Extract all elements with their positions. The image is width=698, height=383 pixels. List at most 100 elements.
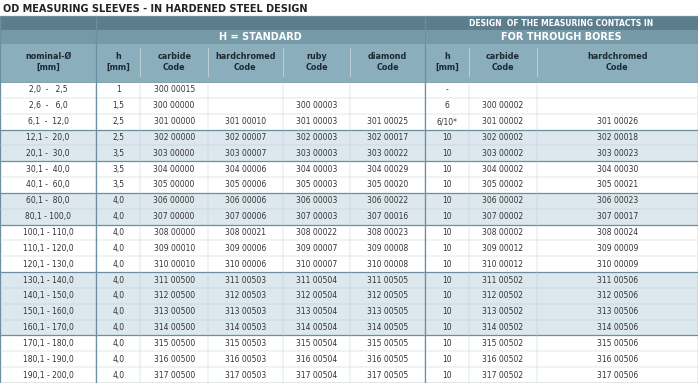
Text: 314 00506: 314 00506 bbox=[597, 323, 638, 332]
Text: 10: 10 bbox=[443, 180, 452, 190]
Text: diamond
Code: diamond Code bbox=[368, 52, 408, 72]
Text: 40,1 -  60,0: 40,1 - 60,0 bbox=[27, 180, 70, 190]
Text: 300 00002: 300 00002 bbox=[482, 101, 524, 110]
Text: 313 00503: 313 00503 bbox=[225, 307, 266, 316]
Text: 60,1 -  80,0: 60,1 - 80,0 bbox=[27, 196, 70, 205]
Text: 304 00006: 304 00006 bbox=[225, 165, 266, 173]
Text: 4,0: 4,0 bbox=[112, 275, 124, 285]
Text: 308 00002: 308 00002 bbox=[482, 228, 524, 237]
Text: -: - bbox=[446, 85, 448, 95]
Bar bbox=[0, 209, 698, 224]
Text: 304 00029: 304 00029 bbox=[367, 165, 408, 173]
Text: 311 00500: 311 00500 bbox=[154, 275, 195, 285]
Text: 1,5: 1,5 bbox=[112, 101, 124, 110]
Text: 308 00023: 308 00023 bbox=[367, 228, 408, 237]
Bar bbox=[0, 177, 698, 193]
Text: 10: 10 bbox=[443, 291, 452, 300]
Text: 80,1 - 100,0: 80,1 - 100,0 bbox=[25, 212, 71, 221]
Text: 10: 10 bbox=[443, 275, 452, 285]
Text: 301 00025: 301 00025 bbox=[367, 117, 408, 126]
Text: 315 00506: 315 00506 bbox=[597, 339, 638, 348]
Text: 306 00022: 306 00022 bbox=[367, 196, 408, 205]
Text: 316 00505: 316 00505 bbox=[367, 355, 408, 364]
Text: 305 00002: 305 00002 bbox=[482, 180, 524, 190]
Text: 311 00503: 311 00503 bbox=[225, 275, 266, 285]
Bar bbox=[0, 320, 698, 336]
Text: 311 00505: 311 00505 bbox=[367, 275, 408, 285]
Text: 303 00000: 303 00000 bbox=[154, 149, 195, 158]
Bar bbox=[0, 44, 698, 48]
Text: 301 00000: 301 00000 bbox=[154, 117, 195, 126]
Text: 316 00506: 316 00506 bbox=[597, 355, 638, 364]
Text: 306 00006: 306 00006 bbox=[225, 196, 266, 205]
Text: 310 00010: 310 00010 bbox=[154, 260, 195, 269]
Text: 10: 10 bbox=[443, 228, 452, 237]
Text: carbide
Code: carbide Code bbox=[486, 52, 520, 72]
Text: 308 00021: 308 00021 bbox=[225, 228, 266, 237]
Text: 301 00010: 301 00010 bbox=[225, 117, 266, 126]
Text: 307 00003: 307 00003 bbox=[296, 212, 337, 221]
Text: 316 00504: 316 00504 bbox=[296, 355, 337, 364]
Text: 4,0: 4,0 bbox=[112, 244, 124, 253]
Text: ruby
Code: ruby Code bbox=[305, 52, 328, 72]
Text: H = STANDARD: H = STANDARD bbox=[219, 32, 302, 42]
Text: hardchromed
Code: hardchromed Code bbox=[215, 52, 276, 72]
Text: nominal-Ø
[mm]: nominal-Ø [mm] bbox=[25, 52, 71, 72]
Text: 10: 10 bbox=[443, 149, 452, 158]
Text: 300 00003: 300 00003 bbox=[296, 101, 337, 110]
Text: 10: 10 bbox=[443, 260, 452, 269]
Text: 309 00006: 309 00006 bbox=[225, 244, 266, 253]
Text: 302 00007: 302 00007 bbox=[225, 133, 266, 142]
Text: 313 00505: 313 00505 bbox=[367, 307, 408, 316]
Text: 301 00002: 301 00002 bbox=[482, 117, 524, 126]
Text: 302 00002: 302 00002 bbox=[482, 133, 524, 142]
Bar bbox=[0, 241, 698, 256]
Text: 10: 10 bbox=[443, 371, 452, 380]
Text: 312 00502: 312 00502 bbox=[482, 291, 524, 300]
Text: 311 00504: 311 00504 bbox=[296, 275, 337, 285]
Text: 1: 1 bbox=[116, 85, 121, 95]
Text: hardchromed
Code: hardchromed Code bbox=[587, 52, 648, 72]
Text: 304 00002: 304 00002 bbox=[482, 165, 524, 173]
Text: 120,1 - 130,0: 120,1 - 130,0 bbox=[23, 260, 73, 269]
Text: 306 00002: 306 00002 bbox=[482, 196, 524, 205]
Text: 309 00010: 309 00010 bbox=[154, 244, 195, 253]
Text: 317 00503: 317 00503 bbox=[225, 371, 266, 380]
Text: 10: 10 bbox=[443, 212, 452, 221]
Text: 100,1 - 110,0: 100,1 - 110,0 bbox=[23, 228, 73, 237]
Text: 303 00022: 303 00022 bbox=[367, 149, 408, 158]
Text: 10: 10 bbox=[443, 355, 452, 364]
Bar bbox=[0, 272, 698, 288]
Text: 140,1 - 150,0: 140,1 - 150,0 bbox=[23, 291, 73, 300]
Bar bbox=[0, 336, 698, 351]
Text: 305 00003: 305 00003 bbox=[296, 180, 337, 190]
Text: 304 00003: 304 00003 bbox=[296, 165, 337, 173]
Text: 4,0: 4,0 bbox=[112, 339, 124, 348]
Text: 313 00506: 313 00506 bbox=[597, 307, 638, 316]
Text: 130,1 - 140,0: 130,1 - 140,0 bbox=[23, 275, 73, 285]
Text: 300 00000: 300 00000 bbox=[154, 101, 195, 110]
Text: 310 00008: 310 00008 bbox=[367, 260, 408, 269]
Text: 312 00505: 312 00505 bbox=[367, 291, 408, 300]
Bar bbox=[0, 224, 698, 241]
Text: h
[mm]: h [mm] bbox=[435, 52, 459, 72]
Text: 313 00500: 313 00500 bbox=[154, 307, 195, 316]
Text: 303 00007: 303 00007 bbox=[225, 149, 266, 158]
Bar bbox=[0, 48, 698, 76]
Text: 10: 10 bbox=[443, 133, 452, 142]
Text: 302 00018: 302 00018 bbox=[597, 133, 638, 142]
Text: 306 00000: 306 00000 bbox=[154, 196, 195, 205]
Text: 310 00006: 310 00006 bbox=[225, 260, 266, 269]
Text: 180,1 - 190,0: 180,1 - 190,0 bbox=[23, 355, 73, 364]
Text: 312 00500: 312 00500 bbox=[154, 291, 195, 300]
Text: 308 00024: 308 00024 bbox=[597, 228, 638, 237]
Text: 309 00007: 309 00007 bbox=[296, 244, 337, 253]
Text: 305 00020: 305 00020 bbox=[367, 180, 408, 190]
Text: 3,5: 3,5 bbox=[112, 165, 124, 173]
Text: 4,0: 4,0 bbox=[112, 260, 124, 269]
Text: 307 00000: 307 00000 bbox=[154, 212, 195, 221]
Text: 312 00506: 312 00506 bbox=[597, 291, 638, 300]
Bar bbox=[0, 82, 698, 98]
Text: 316 00502: 316 00502 bbox=[482, 355, 524, 364]
Text: carbide
Code: carbide Code bbox=[157, 52, 191, 72]
